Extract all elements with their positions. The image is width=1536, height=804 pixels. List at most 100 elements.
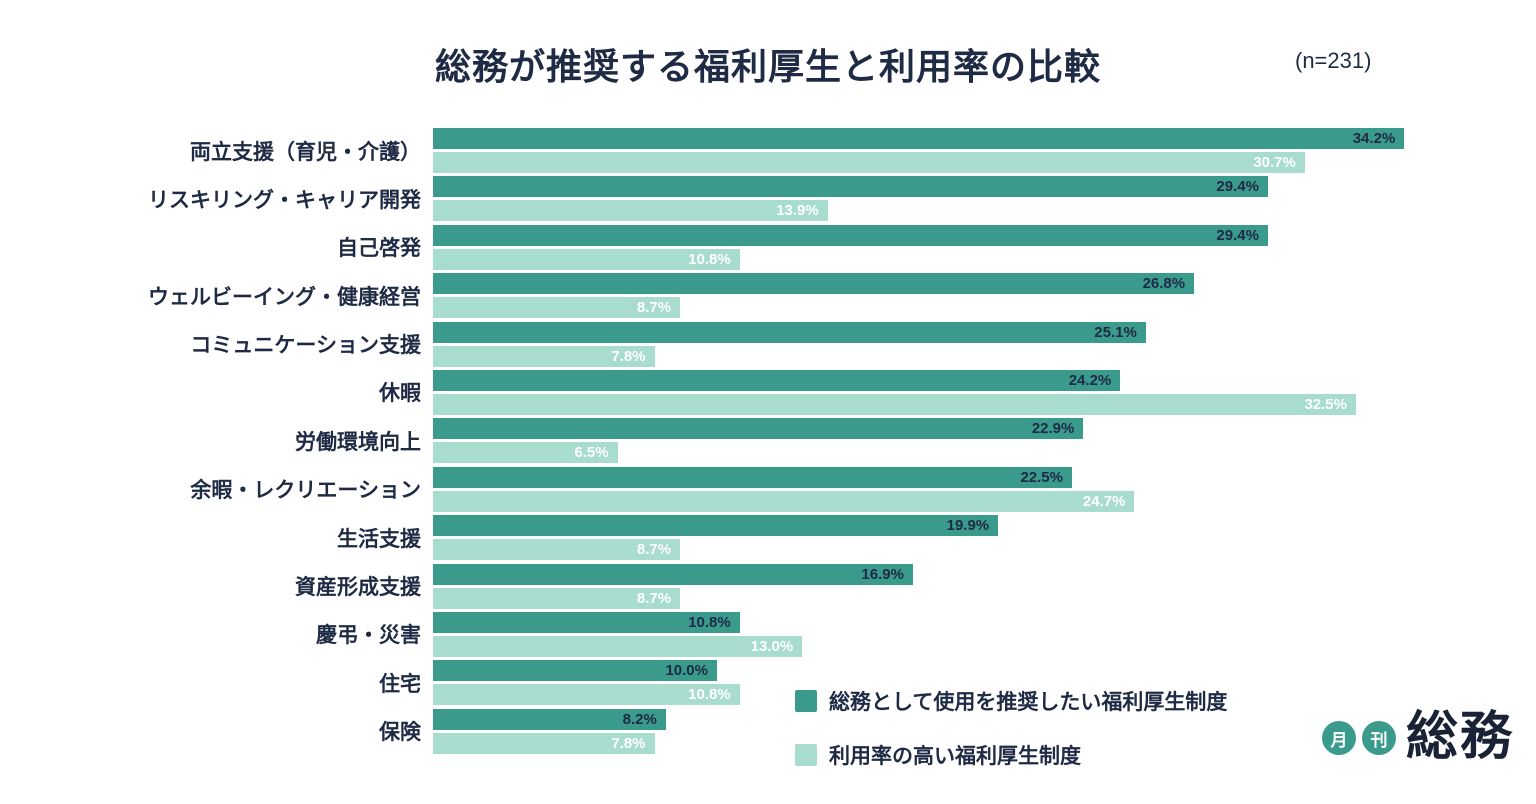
bar-pair: 29.4% 10.8% (433, 224, 1268, 270)
chart-row: 慶弔・災害 10.8% 13.0% (0, 611, 1536, 657)
bar-pair: 25.1% 7.8% (433, 321, 1146, 367)
chart-title: 総務が推奨する福利厚生と利用率の比較 (434, 46, 1101, 87)
bar-usage: 13.0% (433, 635, 803, 657)
chart-row: 住宅 10.0% 10.8% (0, 660, 1536, 706)
category-label: 慶弔・災害 (316, 624, 421, 648)
chart-row: 余暇・レクリエーション 22.5% 24.7% (0, 466, 1536, 512)
category-label: 住宅 (379, 672, 421, 696)
logo-brand-text: 総務 (1405, 709, 1514, 766)
chart-row: リスキリング・キャリア開発 29.4% 13.9% (0, 176, 1536, 222)
bar-recommended: 8.2% (433, 708, 666, 730)
category-label: 自己啓発 (337, 237, 421, 261)
bar-usage: 8.7% (433, 297, 681, 319)
category-label: 余暇・レクリエーション (190, 479, 421, 503)
legend-item-usage: 利用率の高い福利厚生制度 (795, 740, 1227, 770)
bar-usage: 13.9% (433, 200, 828, 222)
chart-legend: 総務として使用を推奨したい福利厚生制度 利用率の高い福利厚生制度 (795, 686, 1227, 770)
bar-value-label: 10.8% (688, 686, 731, 704)
category-label: コミュニケーション支援 (190, 334, 421, 358)
chart-row: 保険 8.2% 7.8% (0, 708, 1536, 754)
chart-row: 両立支援（育児・介護） 34.2% 30.7% (0, 128, 1536, 173)
bar-value-label: 26.8% (1142, 275, 1186, 293)
bar-recommended: 29.4% (433, 176, 1268, 198)
bar-usage: 7.8% (433, 345, 655, 367)
bar-pair: 34.2% 30.7% (433, 128, 1405, 173)
bar-value-label: 22.9% (1031, 420, 1075, 438)
bar-usage: 10.8% (433, 684, 740, 706)
category-label: 両立支援（育児・介護） (190, 140, 421, 164)
chart-row: 自己啓発 29.4% 10.8% (0, 224, 1536, 270)
bar-value-label: 6.5% (574, 444, 609, 462)
bar-usage: 6.5% (433, 442, 618, 464)
bar-value-label: 19.9% (946, 517, 990, 535)
bar-value-label: 13.0% (750, 637, 794, 655)
bar-recommended: 24.2% (433, 369, 1121, 391)
chart-row: 資産形成支援 16.9% 8.7% (0, 563, 1536, 609)
chart-row: コミュニケーション支援 25.1% 7.8% (0, 321, 1536, 367)
bar-value-label: 29.4% (1216, 226, 1259, 244)
bar-recommended: 16.9% (433, 563, 913, 585)
bar-value-label: 30.7% (1253, 154, 1296, 171)
bar-recommended: 26.8% (433, 273, 1195, 295)
bar-value-label: 8.7% (636, 589, 672, 607)
logo-circle-month: 月 (1321, 721, 1356, 755)
bar-pair: 22.9% 6.5% (433, 418, 1084, 464)
bar-usage: 8.7% (433, 539, 681, 561)
bar-value-label: 13.9% (776, 202, 819, 220)
legend-item-recommended: 総務として使用を推奨したい福利厚生制度 (795, 686, 1227, 716)
bar-value-label: 8.2% (622, 710, 657, 728)
chart-row: 休暇 24.2% 32.5% (0, 369, 1536, 415)
bar-value-label: 34.2% (1352, 130, 1396, 147)
bar-pair: 26.8% 8.7% (433, 273, 1195, 319)
bar-value-label: 32.5% (1304, 395, 1347, 413)
legend-swatch-light (795, 744, 817, 766)
bar-value-label: 10.0% (665, 662, 708, 680)
legend-label-usage: 利用率の高い福利厚生制度 (829, 745, 1081, 768)
bar-usage: 8.7% (433, 587, 681, 609)
bar-pair: 29.4% 13.9% (433, 176, 1268, 222)
chart-row: 生活支援 19.9% 8.7% (0, 515, 1536, 561)
bar-pair: 19.9% 8.7% (433, 515, 999, 561)
bar-value-label: 7.8% (611, 347, 646, 365)
chart-row: 労働環境向上 22.9% 6.5% (0, 418, 1536, 464)
bar-value-label: 10.8% (688, 250, 731, 268)
bar-pair: 10.0% 10.8% (433, 660, 740, 706)
bar-usage: 7.8% (433, 732, 655, 754)
bar-pair: 10.8% 13.0% (433, 611, 803, 657)
bar-usage: 30.7% (433, 152, 1305, 173)
category-label: ウェルビーイング・健康経営 (148, 285, 421, 309)
bar-value-label: 8.7% (636, 299, 672, 317)
bar-value-label: 22.5% (1020, 468, 1063, 486)
bar-value-label: 16.9% (861, 565, 904, 583)
bar-value-label: 29.4% (1216, 178, 1259, 196)
bar-value-label: 8.7% (636, 541, 672, 559)
chart-row: ウェルビーイング・健康経営 26.8% 8.7% (0, 273, 1536, 319)
bar-value-label: 25.1% (1094, 323, 1137, 341)
category-label: 生活支援 (337, 527, 421, 551)
bar-usage: 24.7% (433, 490, 1135, 512)
bar-recommended: 25.1% (433, 321, 1146, 343)
bar-value-label: 10.8% (688, 613, 731, 631)
category-label: 労働環境向上 (295, 430, 421, 454)
bar-value-label: 7.8% (611, 734, 646, 752)
bar-recommended: 10.0% (433, 660, 717, 682)
legend-swatch-dark (795, 690, 817, 712)
chart-header: 総務が推奨する福利厚生と利用率の比較 (n=231) (0, 38, 1536, 98)
legend-label-recommended: 総務として使用を推奨したい福利厚生制度 (829, 691, 1228, 714)
bar-usage: 10.8% (433, 248, 740, 270)
logo-circle-kan: 刊 (1361, 721, 1396, 755)
sample-size-label: (n=231) (1295, 48, 1372, 73)
bar-pair: 16.9% 8.7% (433, 563, 913, 609)
bar-recommended: 19.9% (433, 515, 999, 537)
category-label: リスキリング・キャリア開発 (148, 188, 421, 212)
bar-recommended: 29.4% (433, 224, 1268, 246)
brand-logo: 月 刊 総務 (1321, 709, 1514, 766)
bar-chart: 両立支援（育児・介護） 34.2% 30.7% リスキリング・キャリア開発 29.4% 1… (0, 128, 1536, 757)
bar-recommended: 22.9% (433, 418, 1084, 440)
category-label: 資産形成支援 (295, 576, 421, 600)
bar-value-label: 24.2% (1068, 371, 1112, 389)
bar-recommended: 22.5% (433, 466, 1072, 488)
bar-usage: 32.5% (433, 393, 1356, 415)
bar-pair: 24.2% 32.5% (433, 369, 1356, 415)
